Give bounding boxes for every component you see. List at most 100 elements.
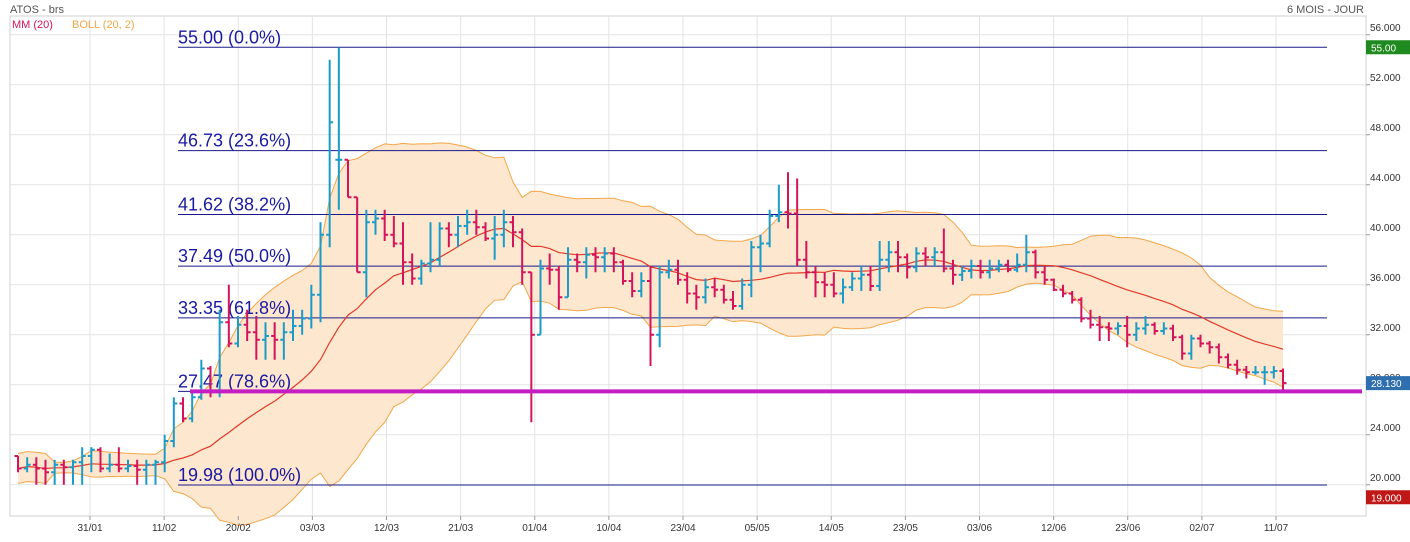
ohlc-bar — [472, 209, 480, 235]
ohlc-bar — [821, 272, 829, 298]
ohlc-bar — [243, 309, 251, 341]
price-tag-label: 19.000 — [1371, 493, 1402, 504]
ohlc-bar — [683, 272, 691, 304]
x-tick-label: 20/02 — [226, 523, 251, 534]
ohlc-bar — [1123, 316, 1131, 348]
ohlc-bar — [509, 216, 517, 248]
ohlc-bar — [280, 322, 288, 360]
ohlc-bar — [628, 272, 636, 298]
y-tick-label: 20.000 — [1370, 473, 1401, 484]
ohlc-bar — [317, 222, 324, 323]
ohlc-bar — [637, 272, 645, 298]
ohlc-bar — [326, 59, 334, 248]
y-tick-label: 32.000 — [1370, 323, 1401, 334]
ohlc-bar — [885, 241, 893, 273]
ohlc-bar — [1096, 316, 1104, 341]
ohlc-bar — [335, 47, 343, 210]
ohlc-bar — [427, 222, 434, 273]
ohlc-bar — [115, 447, 123, 473]
ohlc-bar — [289, 309, 297, 341]
x-tick-label: 14/05 — [819, 523, 844, 534]
x-tick-label: 03/06 — [967, 523, 992, 534]
ohlc-bar — [1114, 322, 1122, 335]
ohlc-bar — [949, 259, 957, 285]
ohlc-bar — [940, 228, 948, 273]
ohlc-bar — [711, 278, 719, 298]
ohlc-bar — [271, 322, 279, 360]
ohlc-bar — [1206, 341, 1214, 354]
ohlc-bar — [362, 209, 370, 298]
ohlc-bar — [1160, 322, 1168, 335]
x-tick-label: 11/02 — [152, 523, 177, 534]
ohlc-bar — [124, 459, 132, 473]
ohlc-bar — [32, 457, 40, 485]
price-tag-low: 19.000 — [1366, 490, 1410, 505]
ohlc-bar — [1233, 359, 1241, 375]
ohlc-bar — [252, 316, 260, 360]
ohlc-bar — [592, 247, 599, 273]
ohlc-bar — [876, 241, 884, 291]
y-tick-label: 52.000 — [1370, 73, 1401, 84]
ohlc-bar — [647, 266, 654, 366]
ohlc-bar — [894, 241, 902, 273]
ohlc-bar — [1068, 291, 1076, 304]
ohlc-bar — [1270, 366, 1278, 379]
ohlc-bar — [555, 266, 563, 310]
x-tick-label: 12/03 — [374, 523, 399, 534]
fib-label: 27.47 (78.6%) — [178, 371, 291, 391]
ohlc-bar — [1261, 366, 1269, 385]
x-tick-label: 11/07 — [1264, 523, 1289, 534]
ohlc-bar — [1169, 324, 1177, 341]
ohlc-bar — [491, 216, 499, 260]
ohlc-bar — [1252, 366, 1259, 375]
ohlc-bar — [152, 459, 159, 485]
ohlc-bar — [922, 247, 929, 266]
ohlc-bar — [1142, 316, 1149, 335]
x-tick-label: 21/03 — [448, 523, 473, 534]
ohlc-bar — [692, 284, 700, 310]
ohlc-bar — [353, 196, 361, 274]
ohlc-bar — [1050, 278, 1058, 291]
ohlc-bar — [298, 309, 306, 335]
ohlc-bar — [1105, 322, 1113, 341]
x-axis: 31/01 11/02 20/02 03/03 12/03 21/03 01/04 10/04… — [77, 516, 1289, 534]
ohlc-bar — [1087, 309, 1094, 329]
ohlc-bar — [372, 209, 379, 235]
ohlc-bar — [903, 253, 911, 279]
ohlc-bar — [381, 209, 389, 241]
ohlc-bar — [463, 209, 471, 235]
ohlc-bar — [1013, 253, 1021, 273]
ohlc-bar — [839, 278, 847, 304]
ohlc-bar — [1022, 234, 1030, 273]
ohlc-bar — [802, 241, 810, 279]
ohlc-bar — [793, 178, 801, 266]
ohlc-bar — [408, 253, 416, 285]
y-tick-label: 36.000 — [1370, 273, 1401, 284]
ohlc-bar — [78, 447, 86, 485]
ohlc-bar — [1151, 322, 1159, 335]
price-tag-label: 28.130 — [1371, 379, 1402, 390]
x-tick-label: 03/03 — [300, 523, 325, 534]
ohlc-bars — [14, 47, 1287, 485]
ohlc-bar — [1215, 343, 1223, 364]
ohlc-bar — [857, 266, 865, 291]
ohlc-bar — [1041, 266, 1049, 285]
ohlc-bar — [582, 247, 590, 279]
x-tick-label: 23/06 — [1115, 523, 1140, 534]
ohlc-bar — [958, 266, 966, 281]
ohlc-bar — [619, 259, 627, 285]
fibonacci-levels: 55.00 (0.0%) 46.73 (23.6%) 41.62 (38.2%) 37… — [178, 27, 1327, 486]
ohlc-bar — [436, 222, 444, 266]
x-tick-label: 01/04 — [522, 523, 547, 534]
ohlc-bar — [601, 247, 609, 273]
ohlc-bar — [995, 259, 1003, 273]
fib-label: 55.00 (0.0%) — [178, 27, 281, 47]
ohlc-bar — [527, 271, 535, 423]
ohlc-bar — [1132, 322, 1140, 341]
ohlc-bar — [564, 247, 572, 299]
ohlc-bar — [610, 247, 618, 273]
ohlc-bar — [42, 459, 49, 485]
ohlc-bar — [1187, 334, 1195, 360]
ohlc-bar — [445, 222, 453, 248]
